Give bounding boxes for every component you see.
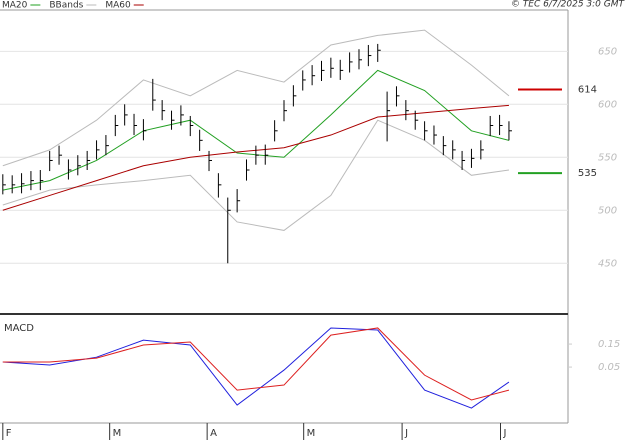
line bbox=[2, 69, 510, 191]
line bbox=[2, 29, 510, 167]
line bbox=[2, 104, 509, 211]
copyright: © TEC 6/7/2025 3:0 GMT bbox=[511, 0, 626, 10]
level-label: 535 bbox=[578, 168, 597, 179]
y-tick-label: 650 bbox=[598, 46, 617, 57]
x-tick-label: A bbox=[210, 428, 217, 439]
x-tick-label: M bbox=[307, 428, 316, 439]
level-label: 614 bbox=[578, 84, 597, 95]
y-tick-label: 500 bbox=[598, 205, 617, 216]
legend-label: BBands bbox=[49, 1, 83, 11]
y-tick-label: 0.05 bbox=[598, 362, 620, 373]
y-tick-label: 600 bbox=[598, 99, 617, 110]
x-tick-label: M bbox=[113, 428, 122, 439]
y-tick-label: 450 bbox=[598, 258, 617, 269]
legend-label: MA20 bbox=[2, 1, 28, 11]
panel-title: MACD bbox=[4, 323, 34, 334]
legend-label: MA60 bbox=[105, 1, 131, 11]
line bbox=[2, 327, 510, 401]
y-tick-label: 550 bbox=[598, 152, 617, 163]
x-tick-label: F bbox=[6, 428, 12, 439]
x-tick-label: J bbox=[503, 428, 507, 439]
y-tick-label: 0.15 bbox=[598, 339, 620, 350]
line bbox=[2, 119, 510, 231]
x-tick-label: J bbox=[404, 428, 408, 439]
